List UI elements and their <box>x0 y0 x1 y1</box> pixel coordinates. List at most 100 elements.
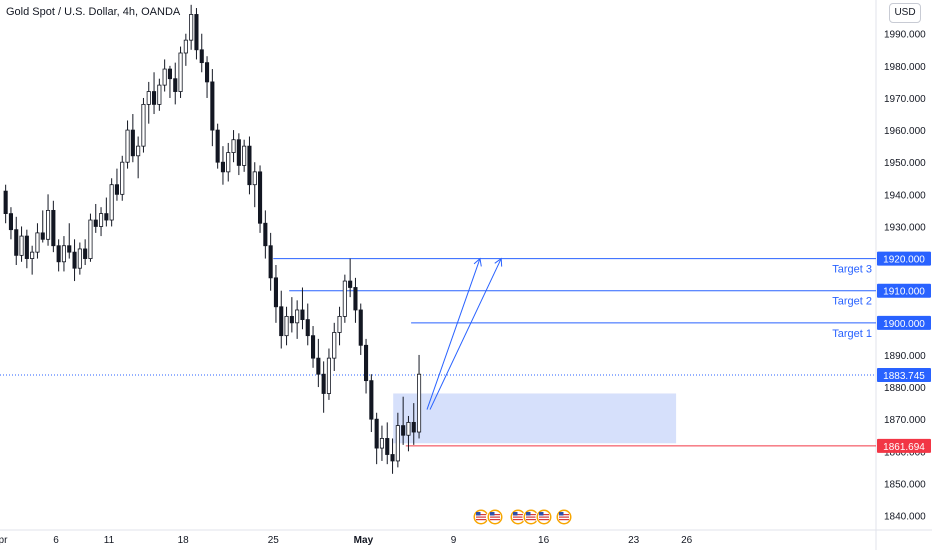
candle-body <box>14 229 19 256</box>
candle-body <box>374 418 379 449</box>
projection-arrow <box>429 258 502 410</box>
candle-body <box>252 171 257 186</box>
flag-stripe <box>559 516 569 518</box>
candle-body <box>157 84 162 105</box>
candle-body <box>83 248 88 259</box>
candle-body <box>136 145 141 157</box>
flag-stripe <box>526 519 536 521</box>
flag-stripe <box>476 519 486 521</box>
currency-button[interactable]: USD <box>889 3 921 23</box>
price-tick-label: 1940.000 <box>884 190 926 201</box>
flag-stripe <box>526 514 536 516</box>
candle-body <box>46 209 51 240</box>
us-flag-icon[interactable] <box>472 508 490 526</box>
candle-body <box>173 78 178 92</box>
candle-body <box>226 152 231 173</box>
candle-body <box>215 129 220 163</box>
time-tick-label: 23 <box>628 535 640 546</box>
candle-body <box>295 309 300 324</box>
price-tick-label: 1930.000 <box>884 222 926 233</box>
candle-body <box>416 373 422 433</box>
candle-body <box>189 14 194 41</box>
candle-body <box>305 319 310 337</box>
entry-zone-box <box>393 393 677 444</box>
candle-body <box>321 373 326 394</box>
chart-title: Gold Spot / U.S. Dollar, 4h, OANDA <box>6 6 181 18</box>
candle-body <box>151 91 157 105</box>
candle-body <box>369 380 374 420</box>
candle-body <box>3 190 8 215</box>
candle-body <box>385 438 390 455</box>
time-tick-label: 26 <box>681 535 693 546</box>
candle-body <box>125 129 130 163</box>
stop-price-tag: 1861.694 <box>883 442 925 453</box>
flag-stripe <box>539 514 549 516</box>
candle-body <box>8 213 14 231</box>
candle-body <box>390 454 395 462</box>
time-tick-label: 11 <box>104 535 115 546</box>
candle-body <box>268 245 273 279</box>
flag-stripe <box>513 514 523 516</box>
candle-body <box>67 245 72 253</box>
flag-stripe <box>539 519 549 521</box>
candle-body <box>19 235 24 256</box>
candle-body <box>162 68 167 86</box>
candle-body <box>242 145 247 166</box>
candle-body <box>210 81 215 131</box>
arrow-head-icon <box>494 257 503 267</box>
flag-canton <box>513 512 518 516</box>
price-tag-bg <box>877 283 931 298</box>
flag-stripe <box>526 516 536 518</box>
candle-body <box>141 103 146 147</box>
us-flag-icon[interactable] <box>509 508 527 526</box>
candle-body <box>104 213 109 221</box>
candle-body <box>353 287 358 311</box>
candle-body <box>263 222 268 247</box>
candle-body <box>411 421 416 433</box>
target-label: Target 3 <box>832 264 872 276</box>
flag-stripe <box>476 514 486 516</box>
candle-body <box>337 315 342 333</box>
us-flag-icon[interactable] <box>535 508 553 526</box>
flag-stripe <box>490 514 500 516</box>
price-tick-label: 1870.000 <box>884 415 926 426</box>
candle-body <box>88 219 93 259</box>
price-tick-label: 1850.000 <box>884 479 926 490</box>
price-tick-label: 1840.000 <box>884 512 926 523</box>
candle-body <box>326 357 331 394</box>
flag-canton <box>490 512 495 516</box>
price-tick-label: 1980.000 <box>884 62 926 73</box>
candle-body <box>379 438 384 449</box>
flag-stripe <box>559 514 569 516</box>
current-price-tag-bg <box>877 368 931 383</box>
candle-body <box>183 39 188 54</box>
time-tick-label: 16 <box>538 535 550 546</box>
flag-canton <box>539 512 544 516</box>
us-flag-icon[interactable] <box>486 508 504 526</box>
candle-body <box>61 245 66 263</box>
candle-body <box>146 91 151 105</box>
price-tick-label: 1970.000 <box>884 94 926 105</box>
flag-stripe <box>476 516 486 518</box>
candle-body <box>395 425 400 462</box>
us-flag-icon[interactable] <box>522 508 540 526</box>
candle-body <box>109 184 114 221</box>
flag-canton <box>476 512 481 516</box>
candle-body <box>56 245 61 263</box>
candle-body <box>114 184 120 195</box>
price-tick-label: 1950.000 <box>884 158 926 169</box>
price-tick-label: 1960.000 <box>884 126 926 137</box>
time-tick-label: 9 <box>451 535 457 546</box>
candle-body <box>289 315 294 324</box>
candle-body <box>284 315 289 337</box>
candle-body <box>77 248 82 269</box>
candle-body <box>247 145 252 186</box>
candle-body <box>348 280 353 288</box>
time-tick-label: 6 <box>53 535 59 546</box>
us-flag-icon[interactable] <box>555 508 573 526</box>
target-label: Target 2 <box>832 296 872 308</box>
flag-stripe <box>539 516 549 518</box>
candle-body <box>279 306 284 337</box>
current-price-tag: 1883.745 <box>883 371 925 382</box>
